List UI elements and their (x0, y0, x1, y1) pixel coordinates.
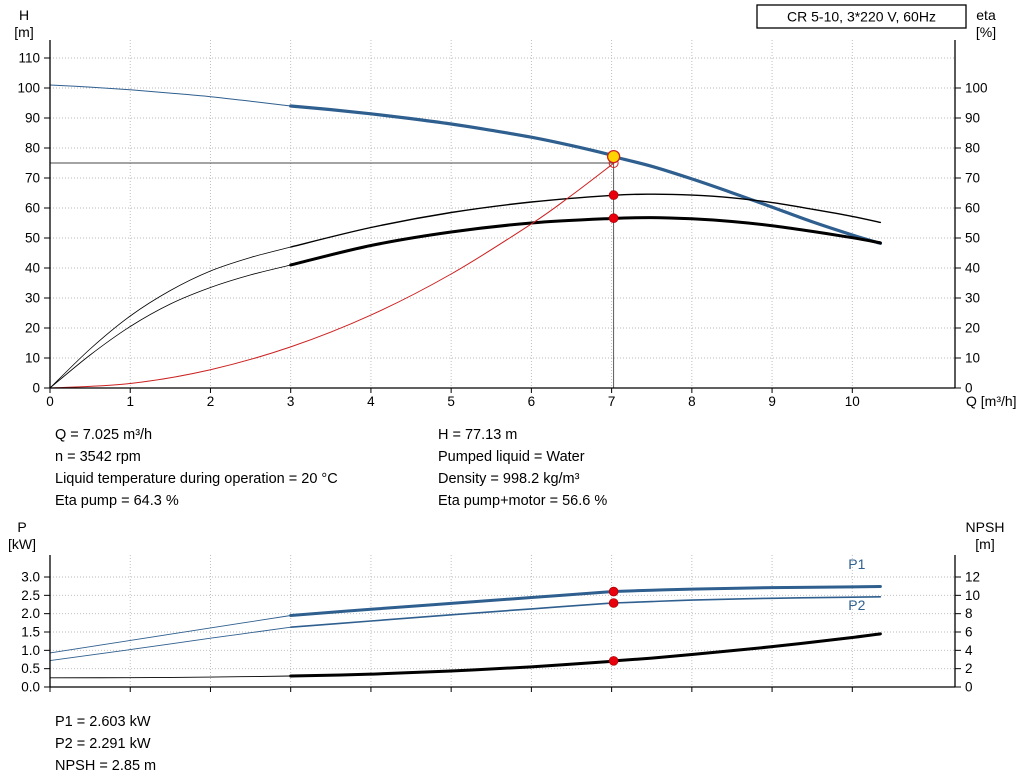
y-tick-label-right: 0 (965, 381, 973, 396)
y-tick-label-right: 50 (965, 231, 980, 246)
y-tick-label-left: 110 (18, 51, 40, 66)
duty-data-right-column: H = 77.13 m Pumped liquid = Water Densit… (438, 424, 607, 512)
hq-eta-chart[interactable]: 0102030405060708090100110010203040506070… (0, 0, 1024, 418)
eta-pump-motor-point (608, 213, 619, 223)
y-axis-title-right: [m] (975, 536, 994, 552)
pump-curve-leadin (49, 84, 292, 107)
x-tick-label: 8 (688, 394, 696, 409)
y-axis-title-left: [kW] (8, 536, 36, 552)
x-tick-label: 9 (768, 394, 776, 409)
p1-leadin (49, 615, 292, 654)
npsh-curve (289, 632, 882, 678)
p1-value-text: P1 = 2.603 kW (55, 714, 151, 730)
y-axis-title-right: NPSH (966, 519, 1005, 535)
eta-pump-motor-text: Eta pump+motor = 56.6 % (438, 493, 608, 509)
x-tick-label: 2 (207, 394, 215, 409)
y-tick-label-left: 70 (25, 171, 40, 186)
y-tick-label-left: 50 (25, 231, 40, 246)
eta-pump-motor-leadin (49, 264, 292, 389)
y-tick-label-right: 0 (965, 680, 973, 695)
y-tick-label-left: 20 (25, 321, 40, 336)
y-tick-label-right: 2 (965, 661, 973, 676)
x-axis-title: Q [m³/h] (966, 393, 1017, 409)
y-axis-title-left: P (17, 519, 26, 535)
x-tick-label: 5 (447, 394, 455, 409)
y-tick-label-left: 0.0 (21, 680, 40, 695)
y-tick-label-left: 90 (25, 111, 40, 126)
duty-point[interactable] (606, 149, 621, 164)
pump-title: CR 5-10, 3*220 V, 60Hz (787, 9, 936, 25)
y-tick-label-right: 30 (965, 291, 980, 306)
p2-label: P2 (848, 597, 865, 613)
eta-pump-motor-curve (289, 216, 882, 267)
eta-pump-text: Eta pump = 64.3 % (55, 493, 179, 509)
y-tick-label-left: 0.5 (21, 661, 40, 676)
duty-head-text: H = 77.13 m (438, 427, 518, 443)
y-tick-label-right: 8 (965, 606, 973, 621)
y-tick-label-right: 60 (965, 201, 980, 216)
y-tick-label-left: 2.5 (21, 588, 40, 603)
p1-curve (289, 585, 882, 617)
y-tick-label-left: 100 (17, 81, 40, 96)
y-tick-label-right: 100 (965, 81, 988, 96)
p2-leadin (49, 626, 292, 662)
p2-value-text: P2 = 2.291 kW (55, 736, 151, 752)
y-axis-title-right: [%] (976, 24, 996, 40)
y-tick-label-left: 30 (25, 291, 40, 306)
pump-title-box (756, 4, 967, 29)
eta-pump-point (608, 190, 619, 200)
y-tick-label-right: 90 (965, 111, 980, 126)
x-tick-label: 7 (608, 394, 616, 409)
p2-point (608, 598, 619, 608)
y-tick-label-right: 10 (965, 588, 980, 603)
pump-curve (289, 104, 882, 245)
pumped-liquid-text: Pumped liquid = Water (438, 449, 585, 465)
y-tick-label-right: 6 (965, 625, 973, 640)
y-tick-label-right: 80 (965, 141, 980, 156)
y-axis-title-left: [m] (14, 24, 33, 40)
eta-pump-leadin (49, 246, 292, 389)
x-tick-label: 0 (46, 394, 54, 409)
power-npsh-chart[interactable]: 0.0 0.5 1.0 1.5 2.0 2.5 3.0 0 2 4 6 8 10 12 P[kW] NPSH[… (0, 518, 1024, 708)
y-tick-label-right: 12 (965, 570, 980, 585)
y-tick-label-left: 80 (25, 141, 40, 156)
npsh-value-text: NPSH = 2.85 m (55, 758, 157, 774)
liquid-temperature-text: Liquid temperature during operation = 20… (55, 471, 338, 487)
y-tick-label-left: 3.0 (21, 570, 40, 585)
y-tick-label-right: 40 (965, 261, 980, 276)
y-tick-label-right: 4 (965, 643, 973, 658)
y-tick-label-right: 70 (965, 171, 980, 186)
x-tick-label: 6 (528, 394, 536, 409)
y-axis-title-right: eta (976, 7, 996, 23)
duty-data-left-column: Q = 7.025 m³/h n = 3542 rpm Liquid tempe… (55, 424, 338, 512)
system-curve (49, 161, 616, 389)
x-tick-label: 10 (845, 394, 860, 409)
y-tick-label-left: 1.0 (21, 643, 40, 658)
npsh-point (608, 656, 619, 666)
y-tick-label-left: 2.0 (21, 606, 40, 621)
x-tick-label: 1 (126, 394, 134, 409)
y-tick-label-left: 40 (25, 261, 40, 276)
x-tick-label: 4 (367, 394, 375, 409)
duty-data-panel: Q = 7.025 m³/h n = 3542 rpm Liquid tempe… (0, 424, 1024, 516)
p1-label: P1 (848, 556, 865, 572)
y-axis-title-left: H (19, 7, 29, 23)
npsh-leadin (49, 675, 292, 679)
density-text: Density = 998.2 kg/m³ (438, 471, 580, 487)
y-tick-label-right: 10 (965, 351, 980, 366)
y-tick-label-left: 1.5 (21, 625, 40, 640)
eta-pump-curve (289, 193, 882, 248)
y-tick-label-left: 0 (32, 381, 40, 396)
x-tick-label: 3 (287, 394, 295, 409)
p2-curve (289, 596, 882, 629)
pump-speed-text: n = 3542 rpm (55, 449, 141, 465)
p1-point (608, 586, 619, 597)
y-tick-label-left: 10 (25, 351, 40, 366)
y-tick-label-left: 60 (25, 201, 40, 216)
duty-flow-text: Q = 7.025 m³/h (55, 427, 153, 443)
power-data-panel: P1 = 2.603 kW P2 = 2.291 kW NPSH = 2.85 … (55, 711, 156, 777)
y-tick-label-right: 20 (965, 321, 980, 336)
